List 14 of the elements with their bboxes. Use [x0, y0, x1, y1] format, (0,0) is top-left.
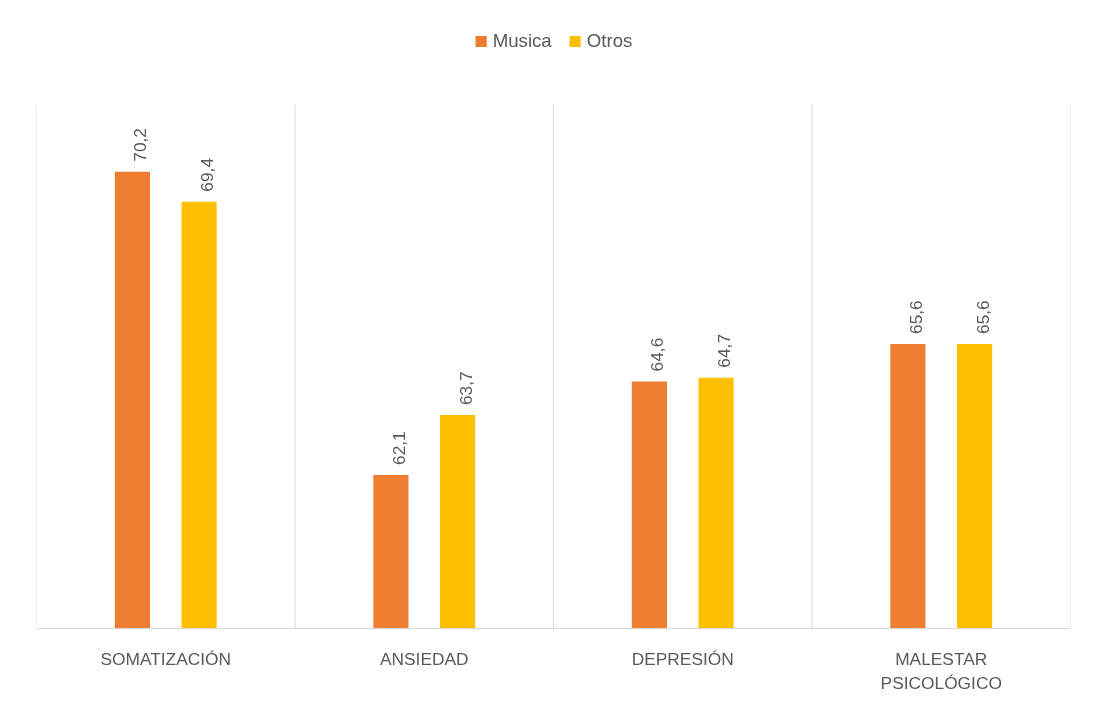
- data-label: 64,7: [714, 333, 735, 368]
- data-label: 65,6: [972, 300, 993, 334]
- data-label: 64,6: [647, 337, 668, 372]
- legend-label: Otros: [586, 30, 633, 52]
- data-label: 69,4: [197, 157, 218, 192]
- x-tick-label: DEPRESIÓN: [631, 648, 734, 669]
- data-label: 63,7: [455, 371, 476, 406]
- data-label: 70,2: [130, 128, 151, 162]
- x-tick-label: SOMATIZACIÓN: [100, 648, 232, 669]
- x-tick-label: ANSIEDAD: [379, 648, 469, 669]
- x-tick-label: MALESTAR PSICOLÓGICO: [880, 648, 1002, 693]
- data-label: 62,1: [388, 431, 409, 465]
- data-label: 65,6: [905, 300, 926, 334]
- legend-label: Musica: [492, 30, 552, 52]
